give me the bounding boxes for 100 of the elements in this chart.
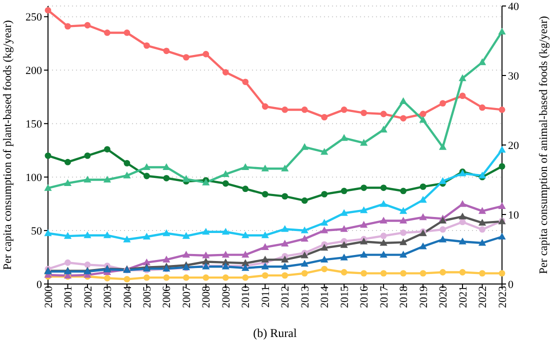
point (340, 134, 348, 141)
point (340, 106, 348, 113)
point (282, 193, 288, 200)
point (262, 103, 268, 110)
point (321, 266, 328, 272)
x-tick-label: 2004 (122, 286, 134, 308)
point (380, 232, 387, 240)
point (261, 164, 269, 172)
text: (b) Rural (252, 326, 298, 341)
x-tick-label: 2007 (180, 286, 193, 308)
point (498, 202, 506, 209)
point (301, 197, 308, 204)
point (242, 163, 250, 170)
point (202, 274, 210, 281)
point (400, 250, 408, 258)
point (340, 254, 348, 260)
x-tick-label: 2000 (42, 286, 55, 308)
point (143, 172, 150, 180)
y-tick-label: 150 (26, 118, 42, 131)
point (438, 143, 447, 150)
point (300, 260, 308, 267)
x-tick-label: 2017 (378, 286, 390, 308)
point (44, 7, 52, 14)
point (182, 54, 190, 61)
point (222, 228, 230, 235)
point (143, 274, 150, 281)
point (163, 48, 170, 54)
point (321, 114, 328, 120)
x-tick-label: 2020 (438, 286, 450, 308)
point (104, 30, 110, 36)
point (440, 226, 446, 233)
x-tick-label: 2006 (161, 286, 174, 308)
point (300, 234, 308, 242)
point (202, 252, 210, 258)
point (143, 42, 150, 49)
point (202, 50, 210, 58)
point (360, 250, 368, 258)
point (123, 236, 131, 242)
x-tick-label: 2022 (477, 286, 490, 308)
point (479, 104, 486, 111)
point (320, 218, 328, 226)
point (400, 115, 407, 122)
point (242, 250, 250, 258)
point (478, 58, 486, 66)
point (222, 274, 229, 281)
point (162, 256, 170, 262)
point (340, 269, 348, 276)
point (360, 138, 368, 146)
x-tick-label: 2023 (496, 286, 509, 308)
point (222, 250, 230, 258)
point (340, 209, 348, 216)
y-tick-label: 50 (31, 225, 42, 238)
point (360, 206, 368, 214)
point (459, 269, 466, 276)
point (281, 164, 289, 172)
point (478, 207, 486, 214)
point (301, 106, 308, 113)
point (458, 200, 466, 207)
point (458, 238, 466, 244)
point (438, 177, 447, 184)
y2-axis-title: Per capita consumption of animal-based foods (kg/year) (538, 16, 550, 274)
point (162, 229, 170, 236)
point (242, 231, 250, 238)
point (419, 242, 427, 250)
point (202, 228, 210, 235)
y2-tick-label: 10 (508, 209, 520, 222)
point (182, 250, 190, 258)
point (459, 218, 466, 226)
point (320, 226, 328, 234)
point (300, 226, 308, 234)
point (440, 100, 446, 106)
x-tick-label: 2019 (418, 286, 430, 308)
point (281, 240, 289, 246)
point (262, 190, 268, 198)
point (282, 106, 288, 113)
x-tick-label: 2003 (102, 286, 114, 308)
point (419, 196, 427, 203)
point (163, 174, 170, 182)
point (262, 272, 268, 279)
y-tick-label: 100 (26, 172, 42, 184)
point (498, 163, 506, 170)
x-tick-label: 2009 (220, 286, 232, 308)
point (44, 152, 52, 159)
point (380, 184, 387, 191)
point (498, 106, 506, 113)
point (64, 158, 71, 166)
point (64, 232, 72, 239)
point (222, 180, 229, 187)
point (321, 190, 328, 198)
point (440, 269, 446, 276)
point (182, 274, 190, 281)
point (261, 231, 269, 238)
point (281, 225, 289, 232)
point (400, 188, 407, 194)
point (498, 146, 506, 153)
point (380, 250, 388, 258)
point (478, 218, 486, 226)
point (104, 146, 110, 152)
point (498, 28, 506, 35)
point (300, 143, 308, 150)
